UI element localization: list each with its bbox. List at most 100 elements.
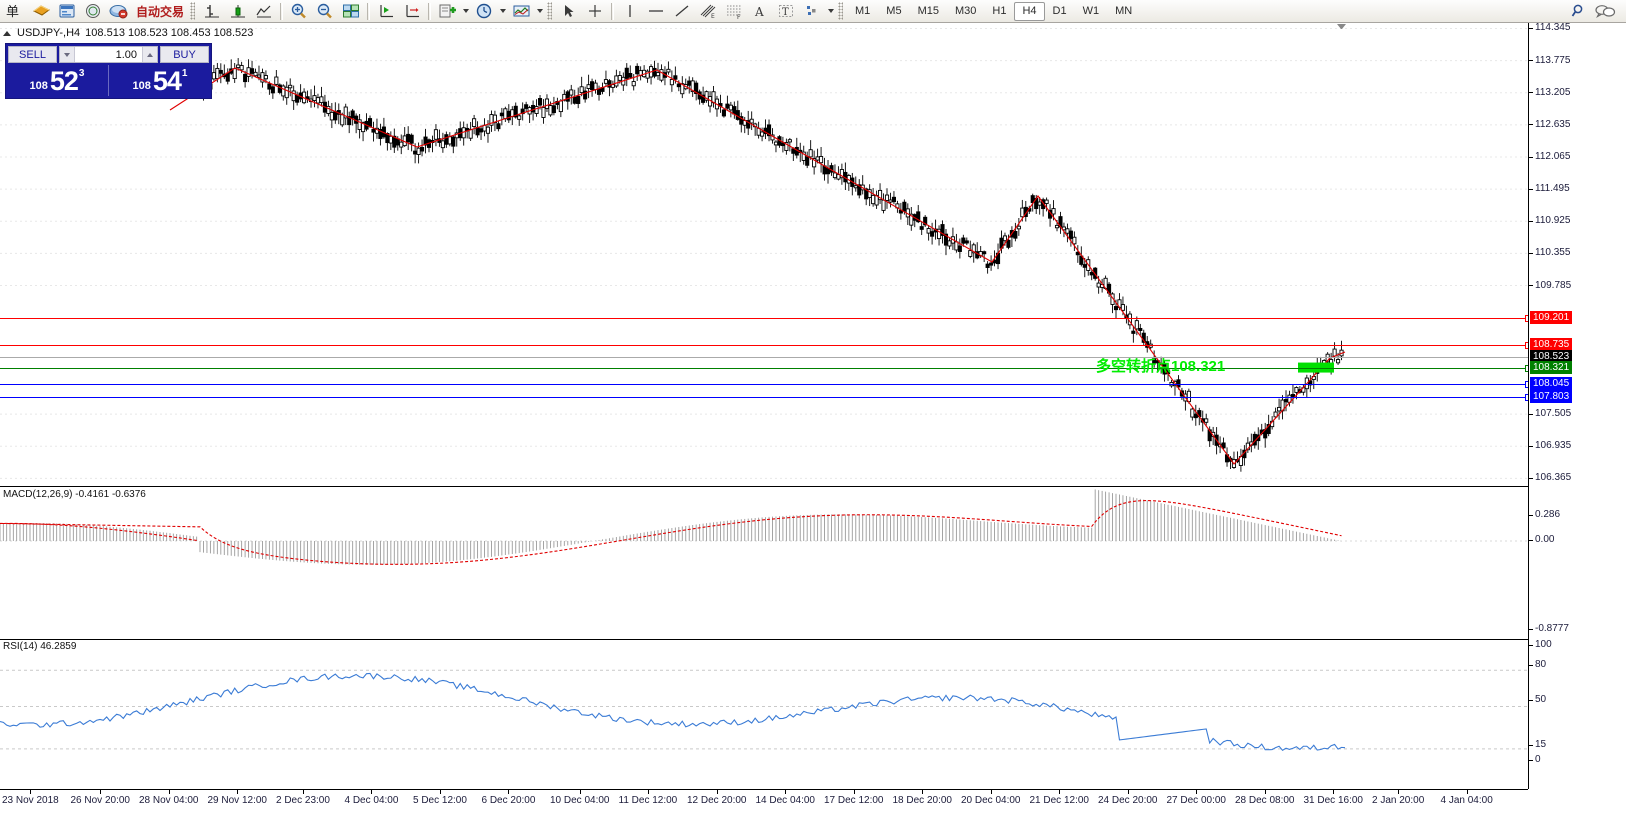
price-tick: 112.635 xyxy=(1529,119,1570,130)
time-label: 4 Jan 04:00 xyxy=(1440,790,1493,806)
volume-input[interactable]: 1.00 xyxy=(115,48,137,61)
time-label: 14 Dec 04:00 xyxy=(755,790,815,806)
data-window-icon[interactable] xyxy=(54,1,80,22)
price-tick: 110.925 xyxy=(1529,215,1570,226)
buy-price-fraction: 1 xyxy=(181,68,188,79)
timeframe-m30[interactable]: M30 xyxy=(954,5,977,17)
price-chart-pane[interactable] xyxy=(0,23,1528,481)
price-axis[interactable]: 114.345 113.775 113.205 112.635 112.065 111.4… xyxy=(1528,22,1626,789)
chart-scroll-marker[interactable] xyxy=(1337,24,1346,29)
collapse-triangle-icon[interactable] xyxy=(3,30,11,36)
cursor-icon[interactable] xyxy=(556,1,582,22)
indicators-icon[interactable] xyxy=(434,1,460,22)
price-level-line[interactable] xyxy=(0,365,1532,373)
timeframe-m1[interactable]: M1 xyxy=(855,5,871,17)
trendline-icon[interactable] xyxy=(669,1,695,22)
periods-icon[interactable] xyxy=(471,1,497,22)
time-label: 27 Dec 00:00 xyxy=(1166,790,1226,806)
timeframe-mn[interactable]: MN xyxy=(1115,5,1133,17)
line-chart-icon[interactable] xyxy=(251,1,277,22)
timeframe-h4[interactable]: H4 xyxy=(1014,1,1045,21)
fibonacci-retracement-icon[interactable]: F xyxy=(721,1,747,22)
timeframe-w1[interactable]: W1 xyxy=(1082,5,1100,17)
rsi-label: RSI(14) 46.2859 xyxy=(3,641,77,652)
chart-shift-icon[interactable] xyxy=(399,1,425,22)
price-level-tag: 108.735 xyxy=(1530,337,1573,351)
templates-icon[interactable] xyxy=(508,1,534,22)
auto-scroll-icon[interactable] xyxy=(373,1,399,22)
bar-chart-icon[interactable] xyxy=(199,1,225,22)
price-level-line[interactable] xyxy=(0,394,1532,402)
indicators-dropdown-arrow[interactable] xyxy=(460,1,471,22)
buy-price-display[interactable]: 108 54 1 xyxy=(111,65,209,96)
timeframe-h1[interactable]: H1 xyxy=(992,5,1007,17)
crosshair-icon[interactable] xyxy=(582,1,608,22)
shapes-dropdown-arrow[interactable] xyxy=(825,1,836,22)
chart-symbol-header: USDJPY-,H4 108.513 108.523 108.453 108.5… xyxy=(0,26,253,40)
toolbar-separator xyxy=(611,2,615,20)
price-tick: 109.785 xyxy=(1529,280,1571,291)
time-label: 12 Dec 20:00 xyxy=(687,790,747,806)
price-level-line[interactable] xyxy=(0,380,1532,388)
price-tick: 107.505 xyxy=(1529,408,1571,419)
toolbar-grip[interactable] xyxy=(190,2,196,20)
price-level-line[interactable] xyxy=(0,315,1532,323)
one-click-trading-panel[interactable]: SELL 1.00 BUY 108 52 3 108 54 1 xyxy=(5,43,212,99)
svg-text:E: E xyxy=(711,13,715,19)
horizontal-line-icon[interactable] xyxy=(643,1,669,22)
price-tick: 106.935 xyxy=(1529,440,1571,451)
time-axis[interactable]: 23 Nov 2018 26 Nov 20:00 28 Nov 04:00 29 No… xyxy=(0,789,1528,813)
tile-windows-icon[interactable] xyxy=(338,1,364,22)
zoom-in-icon[interactable] xyxy=(286,1,312,22)
periods-dropdown-arrow[interactable] xyxy=(497,1,508,22)
svg-text:单: 单 xyxy=(6,5,19,19)
toolbar-grip[interactable] xyxy=(547,2,553,20)
toolbar-grip[interactable] xyxy=(838,2,844,20)
one-click-top-row: SELL 1.00 BUY xyxy=(6,44,211,65)
navigator-icon[interactable] xyxy=(80,1,106,22)
buy-button[interactable]: BUY xyxy=(160,46,209,63)
ohlc-values: 108.513 108.523 108.453 108.523 xyxy=(85,27,254,39)
timeframe-m5[interactable]: M5 xyxy=(886,5,902,17)
volume-increase-button[interactable] xyxy=(142,47,157,62)
last-price-line xyxy=(0,356,1528,358)
rsi-tick: 100 xyxy=(1529,639,1552,650)
chat-icon[interactable] xyxy=(1592,1,1618,22)
zoom-out-icon[interactable] xyxy=(312,1,338,22)
price-tick: 112.065 xyxy=(1529,151,1570,162)
price-level-tag: 108.523 xyxy=(1530,349,1573,363)
rsi-tick: 80 xyxy=(1529,659,1546,670)
rsi-tick: 15 xyxy=(1529,739,1546,750)
price-tick: 113.205 xyxy=(1529,87,1570,98)
sell-price-display[interactable]: 108 52 3 xyxy=(8,65,106,96)
timeframe-m15[interactable]: M15 xyxy=(917,5,939,17)
toolbar-separator xyxy=(367,2,371,20)
templates-dropdown-arrow[interactable] xyxy=(534,1,545,22)
time-label: 20 Dec 04:00 xyxy=(961,790,1021,806)
new-order-icon[interactable]: 单 xyxy=(2,1,28,22)
time-label: 31 Dec 16:00 xyxy=(1303,790,1363,806)
vertical-line-icon[interactable] xyxy=(617,1,643,22)
volume-decrease-button[interactable] xyxy=(60,47,75,62)
macd-pane[interactable] xyxy=(0,486,1528,634)
price-tick: 111.495 xyxy=(1529,183,1570,194)
rsi-pane[interactable] xyxy=(0,639,1528,789)
sell-button[interactable]: SELL xyxy=(8,46,57,63)
auto-trading-label[interactable]: 自动交易 xyxy=(136,4,185,19)
terminal-icon[interactable] xyxy=(106,1,132,22)
price-tick: 114.345 xyxy=(1529,22,1570,33)
text-label-icon[interactable]: A xyxy=(747,1,773,22)
buy-price-prefix: 108 xyxy=(132,80,151,92)
price-tick: 110.355 xyxy=(1529,247,1570,258)
market-watch-icon[interactable] xyxy=(28,1,54,22)
buy-price-big: 54 xyxy=(152,66,182,96)
candlestick-chart-icon[interactable] xyxy=(225,1,251,22)
price-level-line[interactable] xyxy=(0,341,1532,349)
timeframe-d1[interactable]: D1 xyxy=(1052,5,1067,17)
text-box-icon[interactable]: T xyxy=(773,1,799,22)
time-label: 17 Dec 12:00 xyxy=(824,790,884,806)
search-icon[interactable] xyxy=(1566,1,1592,22)
equidistant-channel-icon[interactable]: E xyxy=(695,1,721,22)
shapes-icon[interactable] xyxy=(799,1,825,22)
volume-stepper[interactable]: 1.00 xyxy=(59,46,158,63)
